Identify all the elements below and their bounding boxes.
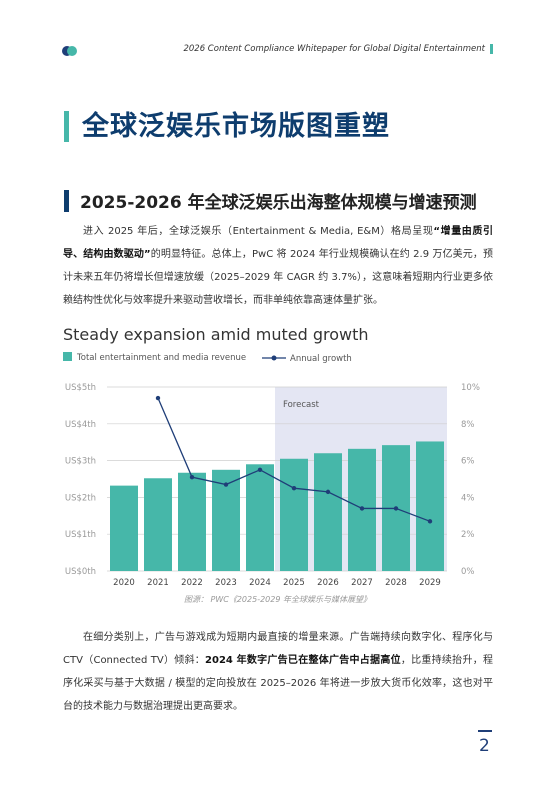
x-tick-label: 2023 xyxy=(215,578,237,588)
y-right-tick-label: 0% xyxy=(461,567,475,577)
x-tick-label: 2020 xyxy=(113,578,135,588)
x-tick-label: 2021 xyxy=(147,578,169,588)
intro-paragraph: 进入 2025 年后，全球泛娱乐（Entertainment & Media, … xyxy=(63,220,493,312)
intro-highlight: “增量由质引导、结构由数驱动” xyxy=(63,226,493,260)
y-right-tick-label: 10% xyxy=(461,383,480,393)
x-tick-label: 2029 xyxy=(419,578,441,588)
x-tick-label: 2022 xyxy=(181,578,203,588)
legend-label-growth: Annual growth xyxy=(290,354,352,364)
header-accent-mark xyxy=(490,44,493,54)
y-left-tick-label: US$5th xyxy=(65,383,96,393)
body-highlight: 2024 年数字广告已在整体广告中占据高位 xyxy=(205,655,401,666)
y-left-tick-label: US$0th xyxy=(65,567,96,577)
section-title-accent-bar xyxy=(64,111,69,142)
y-left-tick-label: US$1th xyxy=(65,530,96,540)
bar-2025 xyxy=(280,458,308,571)
section-title: 全球泛娱乐市场版图重塑 xyxy=(82,111,390,142)
growth-point-2027 xyxy=(359,506,365,511)
forecast-label: Forecast xyxy=(283,400,320,410)
y-left-tick-label: US$2th xyxy=(65,493,96,503)
bar-2022 xyxy=(178,472,206,571)
x-tick-label: 2026 xyxy=(317,578,339,588)
legend-label-revenue: Total entertainment and media revenue xyxy=(76,353,246,363)
growth-point-2025 xyxy=(291,486,297,491)
growth-point-2022 xyxy=(189,474,195,480)
growth-point-2021 xyxy=(155,395,161,401)
bar-2020 xyxy=(110,485,138,571)
body-text-a: 在细分类别上，广告与游戏成为短期内最直接的增量来源。广告端持续向数字化、程序化与… xyxy=(63,632,493,666)
bar-2024 xyxy=(246,464,274,571)
growth-point-2028 xyxy=(393,506,399,511)
chart-source-note: 图源： PWC《2025-2029 年全球娱乐与媒体展望》 xyxy=(183,595,371,604)
bar-2029 xyxy=(416,441,444,571)
bar-2026 xyxy=(314,453,342,571)
brand-logo-icon xyxy=(62,46,78,56)
growth-point-2024 xyxy=(257,467,263,472)
document-header-title: 2026 Content Compliance Whitepaper for G… xyxy=(183,44,485,54)
chart-title: Steady expansion amid muted growth xyxy=(63,325,369,344)
intro-text-c: 的明显特征。总体上，PwC 将 2024 年行业规模确认在约 2.9 万亿美元，… xyxy=(63,249,494,306)
x-tick-label: 2027 xyxy=(351,578,373,588)
x-tick-label: 2024 xyxy=(249,578,271,588)
y-right-tick-label: 6% xyxy=(461,457,475,467)
body-paragraph: 在细分类别上，广告与游戏成为短期内最直接的增量来源。广告端持续向数字化、程序化与… xyxy=(63,626,493,718)
page-number-accent xyxy=(478,730,492,732)
legend-marker-growth xyxy=(271,355,277,361)
x-tick-label: 2025 xyxy=(283,578,305,588)
bar-2021 xyxy=(144,478,172,571)
subsection-accent-bar xyxy=(64,190,69,212)
y-left-tick-label: US$3th xyxy=(65,457,96,467)
growth-point-2026 xyxy=(325,489,331,495)
page-number: 2 xyxy=(479,736,490,756)
body-text-c: ，比重持续抬升，程序化采买与基于大数据 / 模型的定向投放在 2025–2026… xyxy=(63,655,493,712)
legend-swatch-revenue xyxy=(63,352,72,361)
growth-point-2029 xyxy=(427,519,433,524)
x-tick-label: 2028 xyxy=(385,578,407,588)
growth-point-2023 xyxy=(223,482,229,487)
intro-text-a: 进入 2025 年后，全球泛娱乐（Entertainment & Media, … xyxy=(83,226,434,237)
y-right-tick-label: 8% xyxy=(461,420,475,430)
y-right-tick-label: 2% xyxy=(461,530,475,540)
y-right-tick-label: 4% xyxy=(461,493,475,503)
y-left-tick-label: US$4th xyxy=(65,420,96,430)
subsection-title: 2025-2026 年全球泛娱乐出海整体规模与增速预测 xyxy=(80,193,477,213)
